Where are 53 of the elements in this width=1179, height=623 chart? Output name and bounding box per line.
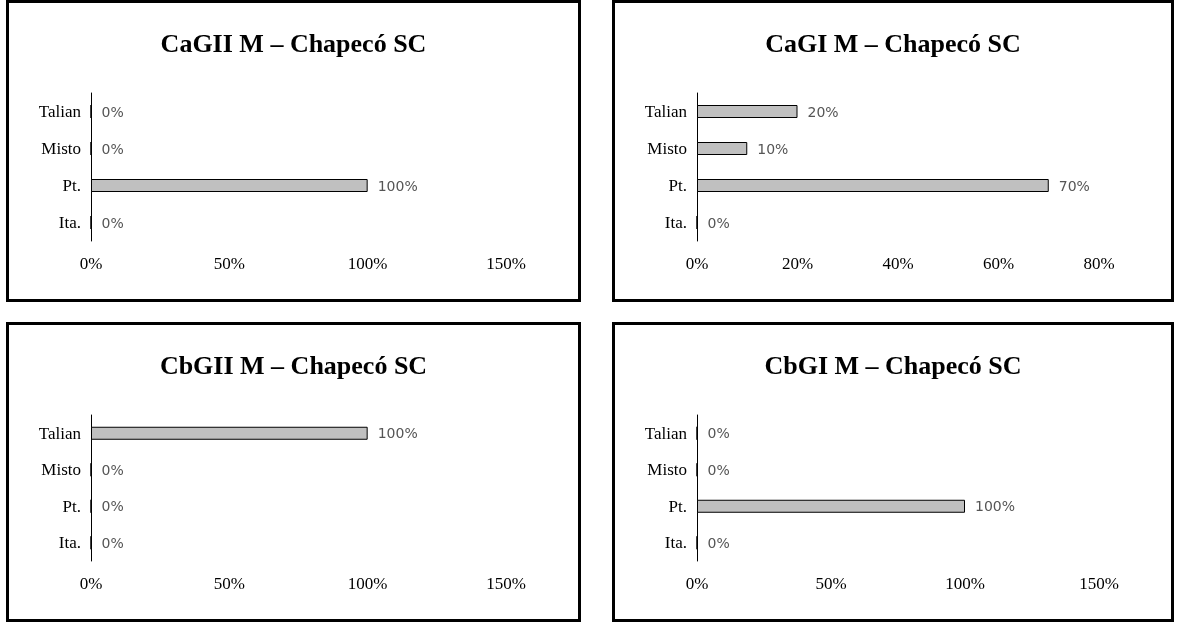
x-tick-label: 20% bbox=[781, 254, 814, 273]
y-tick-label: Misto bbox=[41, 460, 81, 480]
x-tick-label: 150% bbox=[486, 254, 526, 273]
chart-title: CbGI M – Chapecó SC bbox=[764, 350, 1022, 380]
x-tick-label: 100% bbox=[347, 254, 388, 273]
data-label: 0% bbox=[707, 425, 730, 442]
y-tick-label: Talian bbox=[38, 423, 82, 443]
x-tick-label: 80% bbox=[1083, 254, 1115, 273]
data-label: 0% bbox=[101, 140, 124, 157]
data-label: 70% bbox=[1058, 177, 1090, 194]
y-tick-label: Ita. bbox=[664, 213, 687, 232]
data-label: 20% bbox=[807, 103, 839, 120]
data-label: 0% bbox=[101, 498, 124, 515]
x-tick-label: 100% bbox=[347, 574, 388, 593]
x-tick-label: 150% bbox=[486, 574, 526, 593]
y-tick-label: Pt. bbox=[668, 176, 687, 195]
y-tick-label: Misto bbox=[647, 139, 687, 158]
data-label: 0% bbox=[707, 461, 730, 478]
data-label: 0% bbox=[707, 214, 730, 231]
x-tick-label: 100% bbox=[945, 574, 985, 593]
data-label: 0% bbox=[101, 103, 124, 120]
x-tick-label: 0% bbox=[79, 254, 103, 273]
y-tick-label: Pt. bbox=[62, 176, 81, 195]
x-tick-label: 50% bbox=[213, 254, 245, 273]
x-tick-label: 40% bbox=[882, 254, 914, 273]
x-tick-label: 0% bbox=[685, 254, 709, 273]
data-label: 0% bbox=[101, 214, 124, 231]
y-tick-label: Talian bbox=[644, 423, 688, 443]
chart-title: CaGI M – Chapecó SC bbox=[765, 28, 1021, 58]
data-label: 0% bbox=[707, 534, 730, 551]
x-tick-label: 150% bbox=[1079, 574, 1119, 593]
data-label: 0% bbox=[101, 534, 124, 551]
x-tick-label: 50% bbox=[213, 574, 245, 593]
data-label: 100% bbox=[377, 177, 418, 194]
data-label: 10% bbox=[757, 140, 789, 157]
data-label: 100% bbox=[377, 425, 418, 442]
chart-title: CaGII M – Chapecó SC bbox=[160, 28, 427, 58]
x-tick-label: 60% bbox=[982, 254, 1015, 273]
x-tick-label: 50% bbox=[815, 574, 847, 593]
x-tick-label: 0% bbox=[685, 574, 709, 593]
y-tick-label: Talian bbox=[38, 102, 82, 121]
data-label: 0% bbox=[101, 461, 124, 478]
chart-title: CbGII M – Chapecó SC bbox=[159, 350, 428, 380]
y-tick-label: Pt. bbox=[62, 496, 81, 516]
y-tick-label: Pt. bbox=[668, 496, 687, 516]
y-tick-label: Misto bbox=[647, 460, 687, 480]
x-tick-label: 0% bbox=[79, 574, 103, 593]
data-label: 100% bbox=[975, 498, 1016, 515]
y-tick-label: Misto bbox=[41, 139, 81, 158]
y-tick-label: Ita. bbox=[664, 533, 687, 553]
y-tick-label: Ita. bbox=[58, 213, 81, 232]
y-tick-label: Ita. bbox=[58, 533, 81, 553]
y-tick-label: Talian bbox=[644, 102, 688, 121]
